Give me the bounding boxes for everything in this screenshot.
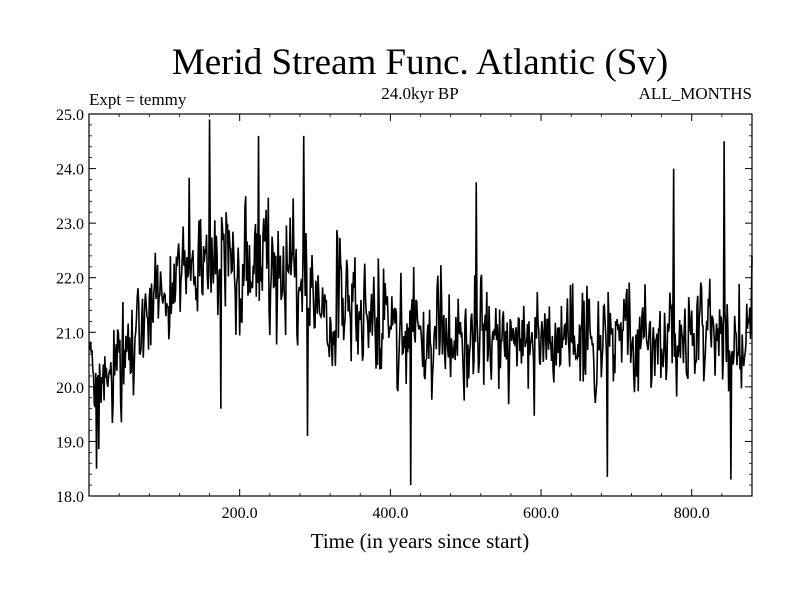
y-tick-label: 22.0 — [56, 271, 84, 288]
y-tick-label: 19.0 — [56, 434, 84, 451]
x-axis-label: Time (in years since start) — [311, 529, 530, 553]
y-tick-label: 23.0 — [56, 216, 84, 233]
series-layer — [88, 119, 753, 486]
months-label: ALL_MONTHS — [639, 84, 752, 103]
chart-title: Merid Stream Func. Atlantic (Sv) — [172, 42, 668, 83]
experiment-label: Expt = temmy — [89, 90, 187, 109]
x-tick-label: 600.0 — [523, 505, 559, 522]
chart-subtitle: 24.0kyr BP — [381, 84, 458, 103]
y-tick-label: 24.0 — [56, 162, 84, 179]
y-tick-label: 20.0 — [56, 380, 84, 397]
stream-function-series-line — [88, 119, 753, 486]
y-tick-label: 18.0 — [56, 489, 84, 506]
y-tick-label: 21.0 — [56, 325, 84, 342]
x-tick-label: 800.0 — [674, 505, 710, 522]
x-tick-label: 400.0 — [372, 505, 408, 522]
y-tick-label: 25.0 — [56, 107, 84, 124]
x-tick-label: 200.0 — [222, 505, 258, 522]
plot-frame — [88, 113, 753, 497]
axis-layer: 18.0 19.0 20.0 21.0 22.0 23.0 24.0 25.0 200.0 400… — [56, 107, 752, 522]
